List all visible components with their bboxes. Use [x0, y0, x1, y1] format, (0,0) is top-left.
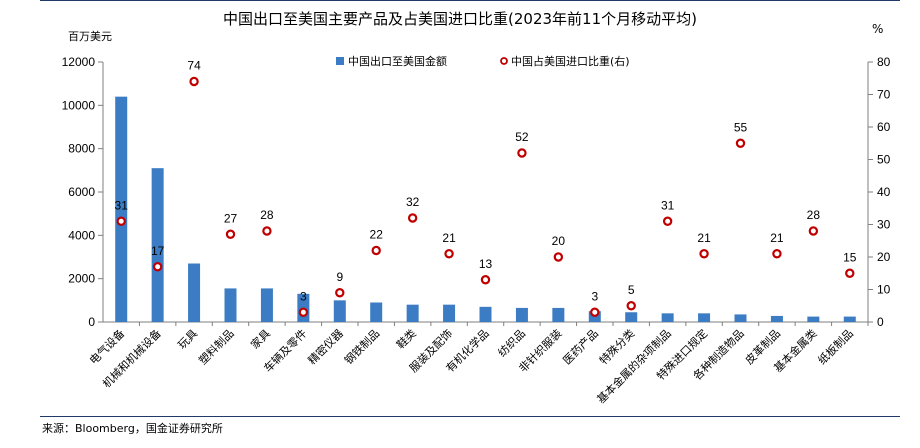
bar-export-value [370, 302, 383, 322]
share-data-label: 21 [697, 231, 711, 245]
category-label: 精密仪器 [305, 326, 346, 367]
bottom-rule [40, 416, 900, 417]
category-label: 纸板制品 [815, 326, 856, 367]
share-marker [407, 213, 418, 223]
share-marker [298, 307, 309, 317]
share-marker [553, 252, 564, 262]
share-data-label: 27 [224, 211, 238, 225]
bar-export-value [734, 314, 747, 322]
bar-export-value [515, 307, 528, 322]
bar-export-value [406, 304, 419, 322]
left-tick-label: 8000 [68, 142, 95, 156]
share-data-label: 31 [115, 198, 129, 212]
share-data-label: 17 [151, 244, 165, 258]
bar-export-value [770, 315, 783, 322]
bar-export-value [479, 306, 492, 322]
share-marker [699, 249, 709, 259]
left-axis-unit: 百万美元 [68, 30, 112, 43]
source-note: 来源：Bloomberg，国金证券研究所 [42, 422, 223, 435]
share-marker [808, 226, 819, 236]
left-tick-label: 4000 [68, 228, 95, 242]
share-marker [662, 216, 673, 226]
right-tick-label: 60 [877, 120, 891, 134]
share-marker [735, 138, 746, 148]
share-data-label: 28 [260, 208, 274, 222]
right-tick-label: 30 [877, 218, 891, 232]
share-marker [517, 148, 527, 158]
category-label: 塑料制品 [196, 326, 237, 367]
bar-export-value [661, 313, 674, 322]
share-data-label: 74 [187, 59, 201, 73]
category-label: 纺织品 [495, 326, 528, 359]
share-marker [772, 249, 782, 259]
share-data-label: 5 [628, 283, 635, 297]
left-tick-label: 0 [88, 315, 95, 329]
share-data-label: 31 [661, 198, 675, 212]
share-marker [626, 301, 636, 311]
share-data-label: 3 [300, 289, 307, 303]
bar-export-value [807, 316, 820, 322]
top-rule [40, 0, 900, 1]
share-data-label: 21 [442, 231, 456, 245]
category-label: 钢铁制品 [342, 327, 382, 367]
share-data-label: 22 [370, 228, 384, 242]
left-tick-label: 2000 [68, 272, 95, 286]
category-label: 家具 [248, 326, 273, 351]
share-marker [444, 249, 454, 259]
legend-marker-swatch [500, 57, 508, 65]
right-tick-label: 80 [877, 55, 891, 69]
left-tick-label: 12000 [62, 55, 96, 69]
share-marker [335, 288, 345, 298]
share-marker [262, 226, 272, 236]
share-data-label: 32 [406, 195, 420, 209]
bar-export-value [224, 288, 237, 322]
right-tick-label: 10 [877, 283, 891, 297]
share-marker [371, 245, 381, 256]
share-marker [189, 76, 199, 87]
right-tick-label: 0 [877, 315, 884, 329]
share-data-label: 28 [807, 208, 821, 222]
share-marker [116, 216, 126, 226]
bar-export-value [260, 288, 273, 322]
bar-export-value [625, 312, 638, 322]
share-data-label: 15 [843, 250, 857, 264]
share-data-label: 20 [552, 234, 566, 248]
right-tick-label: 40 [877, 185, 891, 199]
share-data-label: 3 [591, 289, 598, 303]
bar-export-value [443, 304, 456, 322]
chart-canvas: 0 2000 4000 6000 8000 10000 12000 0 10 20 30 40 50 60… [62, 54, 891, 406]
share-data-label: 9 [336, 270, 343, 284]
share-marker [480, 275, 491, 285]
bar-export-value [552, 307, 565, 322]
legend-marker-label: 中国占美国进口比重(右) [511, 54, 630, 68]
right-axis-unit: % [872, 22, 884, 36]
share-marker [590, 307, 600, 317]
left-tick-label: 6000 [68, 185, 95, 199]
share-marker [225, 229, 236, 239]
right-tick-label: 70 [877, 88, 891, 102]
bar-export-value [333, 300, 346, 322]
chart-title: 中国出口至美国主要产品及占美国进口比重(2023年前11个月移动平均) [223, 10, 697, 28]
bar-export-value [188, 263, 201, 322]
share-data-label: 55 [734, 120, 748, 134]
bar-export-value [698, 313, 711, 322]
right-tick-label: 20 [877, 250, 891, 264]
share-data-label: 21 [770, 231, 784, 245]
category-label: 玩具 [175, 327, 200, 352]
legend-bar-label: 中国出口至美国金额 [348, 54, 447, 68]
share-data-label: 52 [515, 130, 529, 144]
right-tick-label: 50 [877, 153, 891, 167]
share-marker [845, 268, 855, 278]
share-data-label: 13 [479, 257, 493, 271]
category-label: 鞋类 [393, 326, 418, 351]
left-tick-label: 10000 [62, 98, 96, 112]
legend-bar-swatch [336, 57, 344, 65]
share-marker [152, 262, 163, 272]
bar-export-value [151, 168, 164, 322]
bar-export-value [843, 316, 856, 322]
bar-export-value [115, 96, 128, 323]
category-label: 医药产品 [560, 326, 601, 367]
